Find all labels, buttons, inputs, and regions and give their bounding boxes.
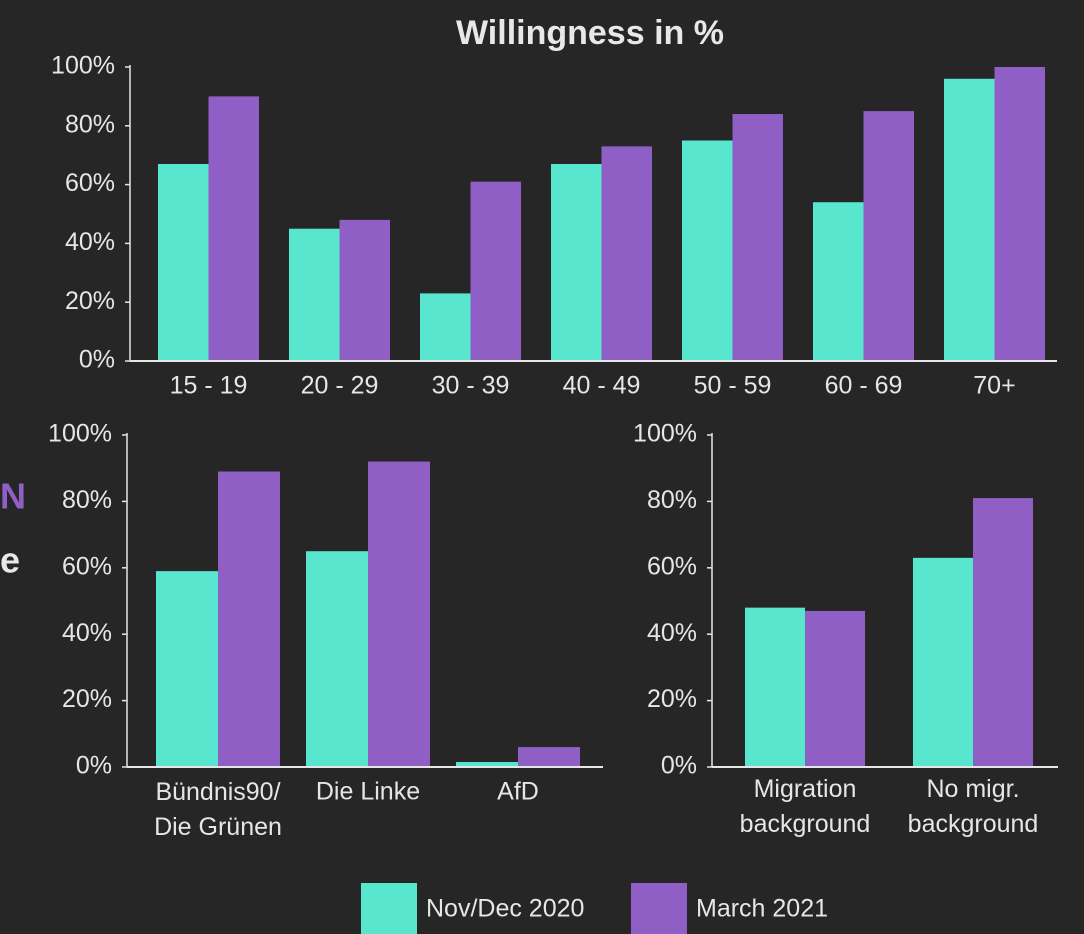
legend-label: March 2021 [696, 895, 828, 923]
x-tick-label: No migr. background [908, 775, 1039, 838]
legend-label: Nov/Dec 2020 [426, 895, 584, 923]
x-tick-label: AfD [497, 778, 539, 806]
bar [994, 67, 1045, 361]
bar [456, 762, 518, 767]
bar [601, 146, 652, 361]
x-tick-label: 30 - 39 [432, 372, 510, 400]
legend-swatch [631, 883, 687, 934]
y-tick-label: 100% [48, 420, 112, 448]
y-tick-label: 80% [62, 486, 112, 514]
y-tick-label: 80% [65, 110, 115, 138]
y-tick-label: 40% [65, 228, 115, 256]
y-tick-label: 100% [633, 420, 697, 448]
y-tick-label: 40% [647, 619, 697, 647]
y-tick-label: 60% [647, 552, 697, 580]
x-tick-label: 50 - 59 [694, 372, 772, 400]
x-tick-label: Migration background [740, 775, 871, 838]
bar [156, 571, 218, 767]
x-tick-label: 20 - 29 [301, 372, 379, 400]
bar [745, 607, 805, 767]
bar [218, 471, 280, 767]
bar [813, 202, 864, 361]
bar [368, 461, 430, 767]
side-text: N [0, 476, 26, 517]
bar [470, 181, 521, 361]
bar [306, 551, 368, 767]
bar [805, 610, 865, 767]
y-tick-label: 0% [79, 346, 115, 374]
legend-swatch [361, 883, 417, 934]
bar [732, 114, 783, 361]
x-tick-label: Bündnis90/Die Grünen [154, 778, 282, 841]
bar [863, 111, 914, 361]
x-tick-label: 15 - 19 [170, 372, 248, 400]
bar [682, 140, 733, 361]
y-tick-label: 40% [62, 619, 112, 647]
y-tick-label: 80% [647, 486, 697, 514]
bar [944, 78, 995, 361]
bar [339, 219, 390, 361]
y-tick-label: 60% [62, 552, 112, 580]
bar [208, 96, 259, 362]
bar [913, 557, 973, 767]
x-tick-label: 60 - 69 [825, 372, 903, 400]
bar [518, 747, 580, 767]
y-tick-label: 60% [65, 169, 115, 197]
y-tick-label: 20% [62, 685, 112, 713]
chart-title: Willingness in % [456, 14, 724, 52]
y-tick-label: 20% [647, 685, 697, 713]
side-text: e [0, 540, 20, 581]
x-tick-label: 70+ [973, 372, 1015, 400]
x-tick-label: 40 - 49 [563, 372, 641, 400]
y-tick-label: 0% [76, 752, 112, 780]
y-tick-label: 100% [51, 52, 115, 80]
bar [420, 293, 471, 361]
bar [289, 228, 340, 361]
bar [973, 498, 1033, 767]
bar [158, 164, 209, 361]
bar [551, 164, 602, 361]
y-tick-label: 20% [65, 287, 115, 315]
x-tick-label: Die Linke [316, 778, 420, 806]
y-tick-label: 0% [661, 752, 697, 780]
